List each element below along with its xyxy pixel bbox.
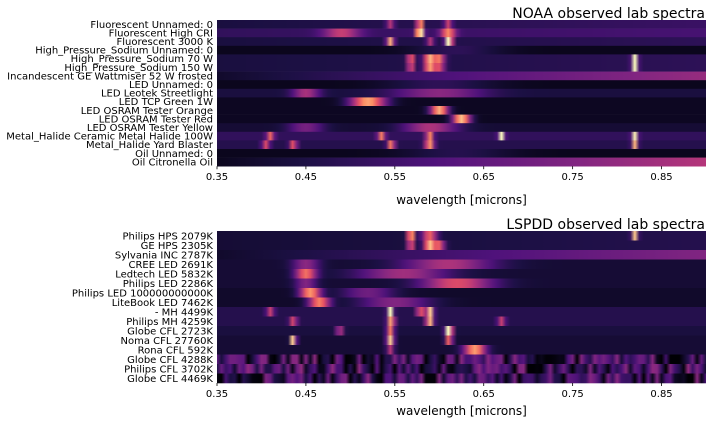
heatmap-row [217,297,706,308]
y-tick-label: Oil Citronella Oil [132,157,213,168]
x-tick-label: 0.55 [384,172,406,183]
heatmap-row [217,364,706,374]
noaa-title: NOAA observed lab spectra [512,6,705,22]
heatmap-row [217,354,706,365]
y-tick-label: High_Pressure_Sodium 70 W [71,54,213,65]
heatmap-row [217,307,706,317]
heatmap-row [217,54,706,64]
x-tick-label: 0.55 [384,389,406,400]
y-tick-label: Globe CFL 2723K [127,326,213,337]
heatmap-row [217,278,706,289]
y-tick-label: Fluorescent High CRI [109,28,213,39]
heatmap-row [217,335,706,346]
heatmap-row [217,114,706,124]
y-tick-label: - MH 4499K [155,307,214,318]
x-tick-label: 0.65 [473,172,495,183]
x-tick-label: 0.35 [206,172,228,183]
y-tick-label: Ledtech LED 5832K [115,269,213,280]
lspdd-heatmap-rows [217,231,706,384]
heatmap-row [217,373,706,384]
y-tick-label: Noma CFL 27760K [121,336,214,347]
heatmap-row [217,45,706,55]
y-tick-label: Globe CFL 4469K [127,374,213,385]
heatmap-row [217,97,706,107]
lspdd-x-ticks: 0.35 0.45 0.55 0.65 0.75 0.85 [206,383,673,400]
y-tick-label: Incandescent GE Wattmiser 52 W frosted [7,71,213,82]
heatmap-row [217,345,706,355]
y-tick-label: Metal_Halide Yard Blaster [86,140,214,151]
heatmap-row [217,28,706,38]
x-tick-label: 0.65 [473,389,495,400]
y-tick-label: Rona CFL 592K [138,345,214,356]
heatmap-row [217,80,706,90]
y-tick-label: LiteBook LED 7462K [112,298,214,309]
y-tick-label: Fluorescent 3000 K [116,37,213,48]
noaa-panel: NOAA observed lab spectra Fluorescent Un… [6,6,706,207]
y-tick-label: Philips CFL 3702K [124,364,213,375]
y-tick-label: LED OSRAM Tester Orange [81,106,213,117]
x-tick-label: 0.45 [295,172,317,183]
y-tick-label: LED Unnamed: 0 [129,80,213,91]
heatmap-row [217,288,706,298]
y-tick-label: Metal_Halide Ceramic Metal Halide 100W [6,132,213,143]
x-tick-label: 0.35 [206,389,228,400]
y-tick-label: Philips MH 4259K [126,317,213,328]
y-tick-label: Philips LED 100000000000K [72,288,214,299]
y-tick-label: LED OSRAM Tester Red [99,114,213,125]
lspdd-x-axis-label: wavelength [microns] [396,404,527,418]
y-tick-label: LED OSRAM Tester Yellow [87,123,213,134]
x-tick-label: 0.75 [562,389,584,400]
noaa-x-axis-label: wavelength [microns] [396,193,527,207]
heatmap-row [217,259,706,270]
heatmap-row [217,149,706,158]
heatmap-row [217,250,706,260]
y-tick-label: Sylvania INC 2787K [115,250,214,261]
lspdd-title: LSPDD observed lab spectra [506,217,705,233]
noaa-heatmap-rows [217,20,706,167]
lspdd-panel: LSPDD observed lab spectra Philips HPS 2… [72,217,706,418]
y-tick-label: High_Pressure_Sodium 150 W [64,63,213,74]
y-tick-label: Oil Unnamed: 0 [135,149,213,160]
heatmap-row [217,131,706,141]
heatmap-row [217,123,706,133]
heatmap-row [217,88,706,98]
x-tick-label: 0.75 [562,172,584,183]
y-tick-label: LED Leotek Streetlight [101,89,213,100]
noaa-x-ticks: 0.35 0.45 0.55 0.65 0.75 0.85 [206,166,673,183]
heatmap-row [217,71,706,81]
x-tick-label: 0.85 [650,172,672,183]
heatmap-row [217,240,706,251]
y-tick-label: GE HPS 2305K [141,241,214,252]
y-tick-label: Globe CFL 4288K [127,355,213,366]
heatmap-row [217,140,706,150]
y-tick-label: LED TCP Green 1W [119,97,213,108]
heatmap-row [217,326,706,336]
heatmap-row [217,269,706,279]
x-tick-label: 0.85 [650,389,672,400]
heatmap-row [217,20,706,29]
y-tick-label: CREE LED 2691K [128,260,213,271]
heatmap-row [217,231,706,241]
heatmap-row [217,157,706,167]
y-tick-label: Philips LED 2286K [123,279,214,290]
y-tick-label: Philips HPS 2079K [122,231,213,242]
heatmap-row [217,37,706,47]
x-tick-label: 0.45 [295,389,317,400]
heatmap-row [217,316,706,327]
heatmap-row [217,63,706,72]
y-tick-label: Fluorescent Unnamed: 0 [90,20,213,31]
y-tick-label: High_Pressure_Sodium Unnamed: 0 [35,46,213,57]
heatmap-row [217,106,706,115]
